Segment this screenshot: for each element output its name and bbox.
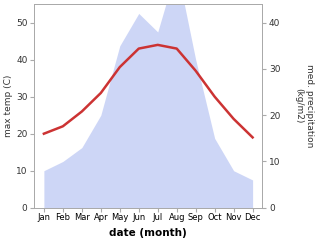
Y-axis label: max temp (C): max temp (C) (4, 75, 13, 137)
X-axis label: date (month): date (month) (109, 228, 187, 238)
Y-axis label: med. precipitation
(kg/m2): med. precipitation (kg/m2) (294, 64, 314, 148)
